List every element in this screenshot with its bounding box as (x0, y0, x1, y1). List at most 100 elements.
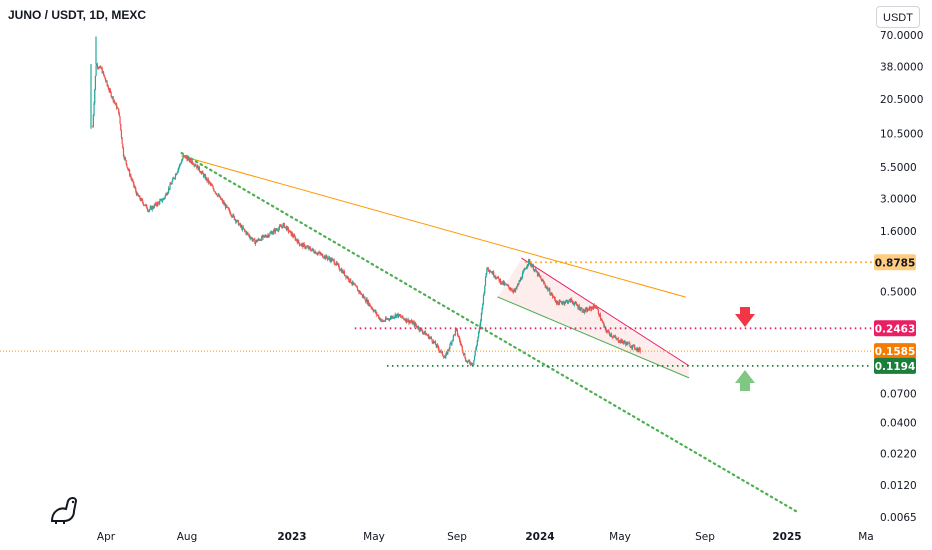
candle-body (332, 259, 334, 260)
candle-body (493, 276, 495, 277)
candle-body (188, 157, 190, 162)
candle-body (133, 181, 135, 186)
candle-body (275, 228, 277, 230)
candle-body (208, 181, 210, 183)
y-tick-label: 0.0400 (880, 418, 917, 430)
candle-body (169, 183, 171, 189)
candle-body (621, 339, 623, 342)
candle-body (622, 341, 624, 344)
candle-body (625, 342, 627, 346)
candle-body (631, 346, 633, 349)
currency-button[interactable]: USDT (876, 6, 920, 28)
candle-body (328, 257, 330, 259)
candle-body (326, 257, 329, 260)
candle-body (336, 262, 338, 265)
orange-trendline[interactable] (181, 155, 686, 298)
candle-body (635, 349, 637, 351)
candle-body (189, 158, 191, 162)
candle-body (389, 317, 391, 320)
candle-body (320, 253, 322, 255)
candle-body (256, 240, 258, 242)
candle-body (383, 320, 385, 322)
candle-body (480, 312, 482, 321)
candle-body (448, 348, 450, 350)
candle-body (241, 226, 244, 230)
candle-body (137, 195, 140, 197)
candle-body (384, 317, 387, 321)
level-01585-tag (874, 343, 916, 360)
candle-body (597, 308, 599, 310)
candle-body (329, 259, 331, 262)
candle-body (569, 299, 571, 300)
candle-body (485, 273, 487, 277)
candle-body (480, 320, 482, 325)
candle-body (211, 184, 213, 186)
candle-body (584, 311, 586, 313)
candle-body (117, 107, 119, 109)
candle-body (606, 330, 608, 333)
candle-body (402, 315, 404, 318)
candle-body (421, 329, 423, 332)
price-axis[interactable]: 70.0000 38.0000 20.5000 10.5000 5.5000 3.0000… (880, 30, 923, 524)
channel-lower[interactable] (497, 296, 690, 379)
candle-body (98, 67, 100, 69)
candle-body (370, 306, 372, 308)
candle-body (358, 291, 361, 293)
channel-upper[interactable] (521, 257, 690, 367)
time-axis[interactable]: Apr Aug 2023 May Sep 2024 May Sep 2025 Ma (97, 531, 874, 543)
candle-body (187, 157, 190, 159)
candle-body (517, 284, 519, 285)
candle-body (413, 322, 415, 323)
candle-body (470, 362, 472, 365)
candle-body (108, 89, 110, 91)
candle-body (529, 260, 531, 265)
candle-body (625, 342, 628, 346)
candle-body (251, 237, 253, 241)
candle-body (165, 193, 168, 196)
candle-body (289, 230, 291, 232)
candle-body (196, 165, 198, 168)
candle-body (280, 226, 283, 228)
candle-body (534, 269, 536, 271)
candle-body (570, 299, 572, 303)
candle-body (319, 253, 322, 255)
candle-body (473, 359, 475, 365)
candle-body (385, 317, 387, 320)
candle-body (347, 277, 349, 279)
candle-body (571, 301, 574, 302)
candle-body (556, 301, 558, 304)
candle-body (194, 164, 196, 166)
candle-body (120, 130, 123, 138)
candle-body (354, 284, 356, 286)
candle-body (351, 283, 353, 285)
candle-body (115, 103, 117, 105)
candle-body (515, 288, 517, 292)
candle-body (268, 235, 270, 237)
green-dotted-trendline[interactable] (180, 151, 798, 513)
candle-body (585, 308, 587, 310)
candle-body (139, 195, 141, 200)
candle-body (199, 170, 201, 173)
candle-body (233, 216, 235, 220)
candle-body (266, 235, 268, 238)
candle-body (466, 361, 468, 363)
candle-body (156, 205, 158, 206)
candle-body (569, 299, 571, 303)
candle-body (239, 223, 241, 225)
candle-body (503, 281, 505, 285)
candle-body (559, 300, 561, 302)
candle-body (116, 107, 118, 109)
candle-body (582, 311, 584, 313)
candle-body (235, 219, 237, 222)
candle-body (523, 268, 526, 271)
candle-body (410, 321, 412, 323)
candle-body (159, 199, 162, 201)
candle-body (587, 308, 589, 310)
candle-body (154, 204, 156, 206)
candle-body (637, 348, 639, 352)
candle-body (250, 237, 253, 239)
drawing-layer (180, 151, 798, 513)
candle-body (523, 270, 525, 272)
candle-body (216, 194, 218, 197)
